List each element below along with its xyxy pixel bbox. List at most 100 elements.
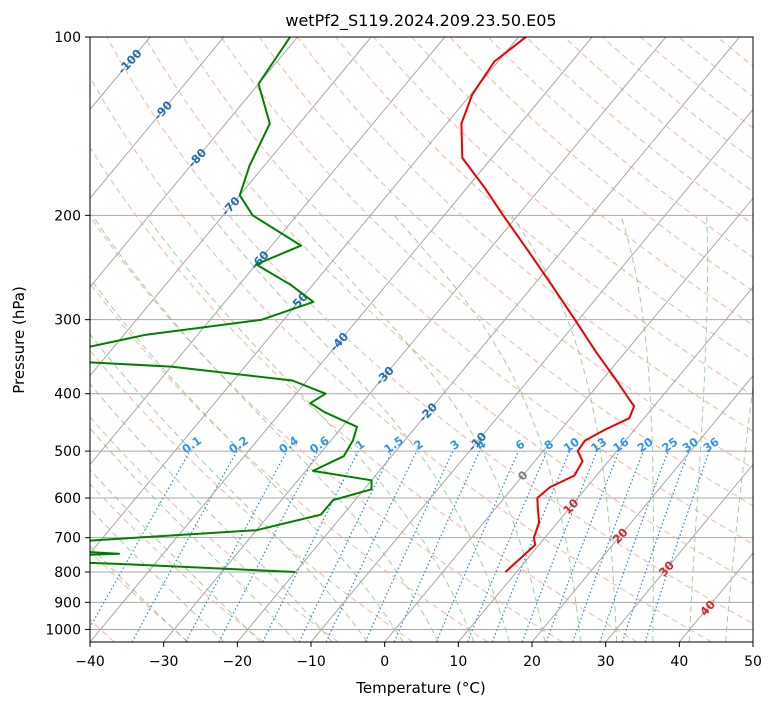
isotherm-label: 40	[697, 597, 718, 618]
moist-adiabat	[90, 468, 261, 642]
isotherm-label: -70	[219, 194, 243, 219]
dry-adiabat	[106, 37, 753, 625]
moist-adiabat	[393, 214, 582, 642]
isotherm-label: 20	[610, 525, 631, 546]
mixing-ratio-label: 30	[680, 434, 701, 455]
dry-adiabat	[90, 76, 712, 642]
mixing-ratio-line	[466, 450, 548, 642]
x-axis-label: Temperature (°C)	[355, 679, 485, 697]
isotherm	[752, 641, 753, 642]
isotherm	[0, 37, 3, 642]
y-tick-label: 600	[54, 491, 81, 507]
isotherm	[163, 37, 667, 642]
isotherm-label: -90	[151, 98, 175, 123]
dry-adiabat	[297, 37, 753, 432]
isotherm	[310, 108, 753, 642]
x-tick-label: 40	[670, 654, 688, 670]
x-tick-label: −40	[75, 654, 105, 670]
x-tick-label: 10	[449, 654, 467, 670]
isotherm-label: -20	[416, 400, 440, 425]
y-tick-label: 800	[54, 565, 81, 581]
dry-adiabat	[449, 37, 753, 292]
isotherm	[90, 37, 519, 555]
mixing-ratio-line	[435, 450, 519, 642]
dry-adiabat	[90, 146, 638, 642]
y-tick-label: 900	[54, 595, 81, 611]
dry-adiabat	[335, 37, 753, 396]
moist-adiabat	[510, 215, 618, 642]
mixing-ratio-line	[393, 450, 481, 642]
dry-adiabat	[755, 37, 775, 642]
moist-adiabat	[90, 427, 297, 642]
mixing-ratio-label: 3	[447, 437, 462, 453]
mixing-ratio-label: 25	[659, 434, 680, 455]
dry-adiabat	[90, 550, 190, 642]
y-tick-label: 1000	[45, 622, 81, 638]
y-tick-label: 700	[54, 531, 81, 547]
plot-area: -100-90-80-70-60-50-40-30-20-10010203040…	[0, 37, 775, 642]
mixing-ratio-label: 0.1	[179, 433, 204, 456]
moist-adiabat	[210, 214, 510, 642]
isotherm-label: -80	[185, 146, 209, 171]
y-axis-label: Pressure (hPa)	[10, 286, 28, 394]
isotherm	[90, 37, 446, 466]
dry-adiabat	[90, 215, 563, 642]
moist-adiabat	[90, 333, 369, 642]
mixing-ratio-line	[131, 450, 238, 642]
dewpoint-line	[90, 37, 373, 573]
mixing-ratio-line	[621, 450, 690, 642]
isotherm	[605, 463, 753, 642]
x-tick-label: −20	[223, 654, 253, 670]
x-tick-label: 0	[380, 654, 389, 670]
plot-frame	[89, 36, 754, 643]
isotherm	[457, 286, 753, 642]
mixing-ratio-line	[90, 450, 191, 629]
mixing-ratio-line	[521, 450, 598, 642]
moist-adiabat	[145, 215, 475, 642]
isotherm	[236, 37, 740, 642]
dry-adiabat	[678, 37, 753, 98]
moist-adiabat	[90, 507, 225, 642]
pressure-gridlines	[90, 37, 753, 630]
dry-adiabat	[90, 483, 264, 642]
x-tick-label: 20	[523, 654, 541, 670]
isotherm-label: 10	[560, 496, 581, 517]
moist-adiabat	[725, 382, 753, 642]
moist-adiabat	[620, 215, 654, 642]
moist-adiabat	[688, 215, 709, 642]
x-tick-label: −10	[296, 654, 326, 670]
y-tick-label: 500	[54, 444, 81, 460]
mixing-ratio-line	[545, 450, 620, 642]
isotherm	[678, 552, 753, 642]
isotherm-label: 0	[515, 468, 531, 483]
temperature-line	[460, 37, 636, 573]
x-axis: −40 −30 −20 −10 0 10 20 30 40 50	[75, 642, 762, 670]
dry-adiabat	[220, 37, 753, 507]
isotherm	[531, 374, 753, 642]
mixing-ratio-line	[185, 450, 288, 642]
y-tick-label: 200	[54, 208, 81, 224]
dry-adiabat	[90, 416, 339, 642]
profile-lines	[90, 37, 636, 573]
y-axis: 100 200 300 400 500 600 700 800 900 1000	[45, 30, 90, 638]
mixing-ratio-label: 1.5	[381, 433, 406, 456]
mixing-ratio-labels: 0.1 0.2 0.4 0.6 1 1.5 2 3 4 6 8 10 13 16 20 25 30 36	[179, 433, 721, 456]
mixing-ratio-lines	[90, 450, 710, 642]
isotherm-label: -100	[115, 46, 145, 77]
mixing-ratio-label: 0.6	[307, 433, 332, 456]
dry-adiabat	[564, 37, 753, 193]
isotherm-label: -40	[327, 329, 351, 354]
x-tick-label: 50	[744, 654, 762, 670]
isotherms	[0, 37, 753, 642]
mixing-ratio-label: 1	[353, 437, 368, 453]
dry-adiabat	[90, 349, 414, 642]
dry-adiabat	[373, 37, 753, 361]
y-tick-label: 300	[54, 313, 81, 329]
mixing-ratio-label: 6	[513, 437, 528, 453]
moist-adiabat	[292, 214, 546, 642]
x-tick-label: −30	[149, 654, 179, 670]
isotherm	[90, 37, 593, 642]
isotherm-label: -30	[372, 363, 396, 388]
dry-adiabat	[182, 37, 753, 545]
